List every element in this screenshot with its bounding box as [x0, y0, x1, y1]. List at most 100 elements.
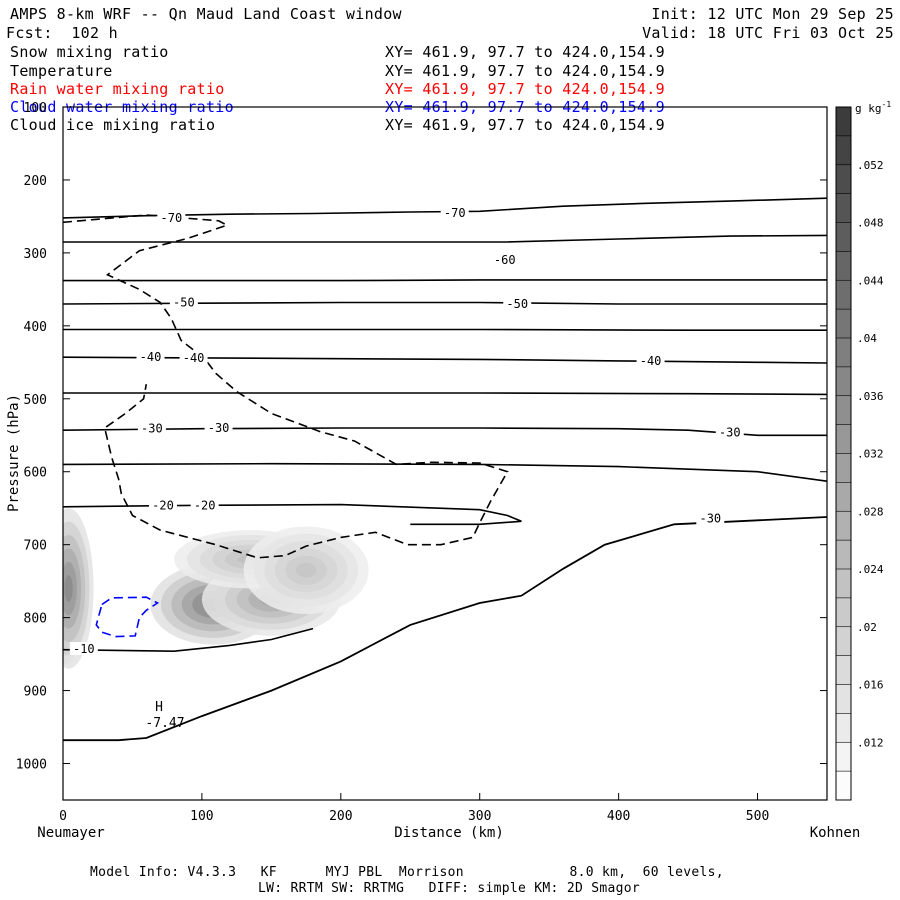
- contour-label: -70: [444, 206, 466, 220]
- valid-time: Valid: 18 UTC Fri 03 Oct 25: [642, 24, 894, 42]
- colorbar-tick-label: .02: [857, 621, 877, 634]
- x-axis-label: Distance (km): [394, 825, 504, 841]
- contour-label: -10: [73, 642, 95, 656]
- colorbar-bin: [836, 713, 851, 743]
- colorbar-bin: [836, 569, 851, 599]
- contour-label-bg: [636, 353, 665, 367]
- isotherm-line: [63, 234, 827, 243]
- colorbar: .052 .048 .044 .04 .036 .032 .028 .024 .02 .016 .0…: [835, 106, 884, 801]
- right-station-label: Kohnen: [810, 825, 861, 841]
- contour-label-bg: [169, 295, 198, 309]
- y-tick-label: 500: [24, 393, 47, 408]
- colorbar-tick-label: .028: [857, 505, 884, 518]
- field-name-rain: Rain water mixing ratio: [10, 80, 225, 98]
- colorbar-bin: [836, 164, 851, 195]
- colorbar-tick-label: .04: [857, 332, 877, 345]
- contour-label-bg: [69, 641, 98, 655]
- y-tick-label: 600: [24, 466, 47, 481]
- y-tick-label: 800: [24, 612, 47, 627]
- model-info-line-1: Model Info: V4.3.3 KF MYJ PBL Morrison 8…: [90, 865, 724, 880]
- y-tick-label: 200: [24, 174, 47, 189]
- model-info-line-2: LW: RRTM SW: RRTMG DIFF: simple KM: 2D S…: [258, 881, 640, 896]
- cloud-water-contour: [95, 596, 160, 638]
- isotherm-line: [63, 328, 827, 331]
- contour-label-bg: [696, 511, 725, 525]
- high-marker-symbol: H: [155, 700, 163, 715]
- colorbar-bin: [836, 251, 851, 281]
- colorbar-bin: [836, 771, 851, 801]
- isotherm-line: [63, 392, 827, 396]
- colorbar-bin: [836, 540, 851, 570]
- colorbar-unit: g kg-1: [855, 100, 891, 115]
- colorbar-bin: [836, 280, 851, 310]
- contour-label: -20: [194, 498, 216, 512]
- colorbar-tick-label: .052: [857, 159, 884, 172]
- isotherm-line: [63, 301, 827, 305]
- field-name-temperature: Temperature: [10, 62, 113, 80]
- contour-label: -30: [208, 421, 230, 435]
- y-tick-label: 900: [24, 685, 47, 700]
- y-tick-label: 1000: [16, 758, 47, 773]
- contour-labels: -70 -70 -60 -50 -50 -40 -40 -40 -30 -30 -30 -30 -20 -…: [69, 205, 744, 656]
- contour-label: -50: [506, 297, 528, 311]
- colorbar-tick-label: .016: [857, 679, 884, 692]
- colorbar-bin: [836, 742, 851, 772]
- colorbar-bin: [836, 395, 851, 426]
- contour-label: -30: [141, 422, 163, 436]
- colorbar-bin: [836, 482, 851, 512]
- chart-title: AMPS 8-km WRF -- Qn Maud Land Coast wind…: [10, 5, 402, 23]
- colorbar-bin: [836, 366, 851, 397]
- left-station-label: Neumayer: [37, 825, 104, 841]
- y-tick-label: 300: [24, 247, 47, 262]
- isotherm-line: [63, 356, 827, 364]
- field-xy-temperature: XY= 461.9, 97.7 to 424.0,154.9: [385, 62, 665, 80]
- contour-label-bg: [157, 210, 186, 224]
- cloud-ice-contour: [63, 214, 509, 559]
- isotherm-line: [63, 503, 522, 526]
- shading-cell: [295, 562, 317, 578]
- x-tick-label: 200: [329, 809, 352, 824]
- contour-label: -60: [494, 253, 516, 267]
- contour-label: -50: [173, 295, 195, 309]
- plot-frame: [62, 106, 828, 801]
- colorbar-bin: [836, 135, 851, 166]
- contour-label-bg: [440, 205, 469, 219]
- contour-label-bg: [136, 350, 165, 364]
- contour-label-bg: [490, 253, 519, 267]
- contour-label-bg: [503, 296, 532, 310]
- high-marker-value: -7.47: [145, 716, 184, 731]
- forecast-hour: Fcst: 102 h: [6, 24, 118, 42]
- contour-label-bg: [190, 498, 219, 512]
- contour-label: -30: [719, 425, 741, 439]
- colorbar-bin: [836, 597, 851, 628]
- contour-label: -70: [161, 211, 183, 225]
- y-tick-label: 700: [24, 539, 47, 554]
- isotherm-line: [63, 462, 827, 482]
- x-tick-label: 300: [468, 809, 491, 824]
- x-tick-label: 500: [746, 809, 769, 824]
- field-xy-rain: XY= 461.9, 97.7 to 424.0,154.9: [385, 80, 665, 98]
- contour-label: -20: [152, 498, 174, 512]
- colorbar-tick-label: .048: [857, 217, 884, 230]
- colorbar-tick-label: .044: [857, 274, 884, 287]
- contour-label-bg: [149, 498, 178, 512]
- shading-cell: [64, 575, 73, 602]
- x-tick-label: 400: [607, 809, 630, 824]
- field-xy-snow: XY= 461.9, 97.7 to 424.0,154.9: [385, 43, 665, 61]
- colorbar-bin: [836, 222, 851, 252]
- field-name-cloud-ice: Cloud ice mixing ratio: [10, 116, 216, 134]
- cloud-ice-line: [63, 214, 509, 559]
- colorbar-bin: [836, 655, 851, 685]
- contour-label-bg: [137, 421, 166, 435]
- colorbar-bin: [836, 511, 851, 541]
- colorbar-tick-label: .012: [857, 736, 884, 749]
- contour-label-bg: [179, 350, 208, 364]
- x-tick-label: 0: [59, 809, 67, 824]
- contour-label: -40: [640, 354, 662, 368]
- y-tick-label: 100: [24, 101, 47, 116]
- contour-label: -30: [699, 511, 721, 525]
- isotherm-line: [63, 427, 827, 437]
- terrain-contour: [63, 516, 827, 742]
- contour-label: -40: [140, 350, 162, 364]
